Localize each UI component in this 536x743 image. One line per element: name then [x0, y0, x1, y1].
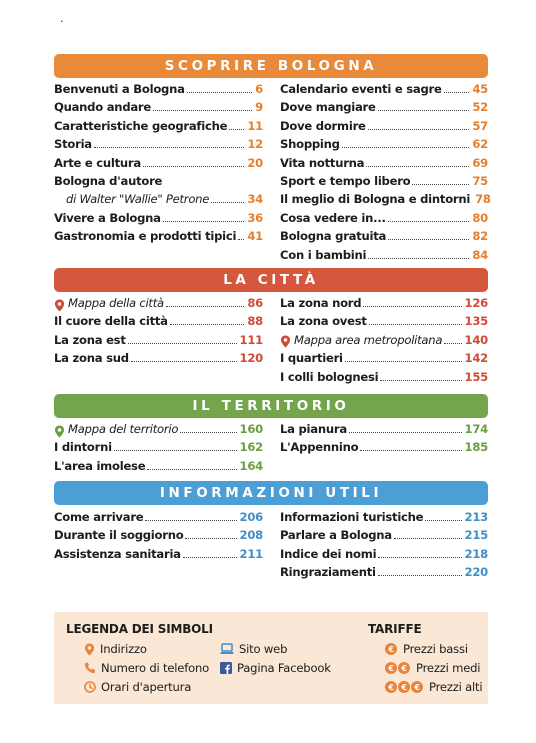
toc-column-citta-right: La zona nord 126 La zona ovest 135 Mappa a…	[280, 296, 488, 388]
toc-entry[interactable]: La zona ovest 135	[280, 314, 488, 329]
toc-column-informazioni-right: Informazioni turistiche 213 Parlare a Bol…	[280, 510, 488, 584]
map-pin-icon	[84, 643, 95, 655]
legend-item-website: Sito web	[220, 642, 287, 656]
toc-entry[interactable]: Benvenuti a Bologna 6	[54, 82, 263, 96]
toc-entry[interactable]: Durante il soggiorno 208	[54, 528, 263, 543]
toc-entry[interactable]: Assistenza sanitaria 211	[54, 546, 263, 561]
toc-entry[interactable]: Il cuore della città 88	[54, 314, 263, 329]
legend-title: LEGENDA DEI SIMBOLI	[66, 622, 213, 636]
euro-coin-icon: € € €	[385, 681, 424, 693]
section-header-territorio: IL TERRITORIO	[54, 394, 488, 418]
toc-entry[interactable]: Gastronomia e prodotti tipici 41	[54, 229, 263, 244]
toc-entry[interactable]: Sport e tempo libero 75	[280, 173, 488, 188]
toc-entry[interactable]: Arte e cultura 20	[54, 155, 263, 170]
legend-item-facebook: Pagina Facebook	[220, 661, 331, 675]
toc-entry[interactable]: Vita notturna 69	[280, 155, 488, 170]
tariffe-title: TARIFFE	[368, 622, 422, 636]
toc-entry[interactable]: I colli bolognesi 155	[280, 369, 488, 384]
toc-entry[interactable]: Parlare a Bologna 215	[280, 528, 488, 543]
toc-entry[interactable]: I dintorni 162	[54, 440, 263, 455]
toc-column-scoprire-left: Benvenuti a Bologna 6 Quando andare 9 Cara…	[54, 82, 263, 248]
toc-entry[interactable]: Con i bambini 84	[280, 247, 488, 262]
legend-item-address: Indirizzo	[84, 642, 147, 656]
toc-entry[interactable]: Dove mangiare 52	[280, 100, 488, 115]
section-header-scoprire: SCOPRIRE BOLOGNA	[54, 54, 488, 78]
toc-entry[interactable]: La zona sud 120	[54, 351, 263, 366]
tariffa-bassi: € Prezzi bassi	[385, 642, 468, 656]
legend-item-phone: Numero di telefono	[84, 661, 209, 675]
toc-column-scoprire-right: Calendario eventi e sagre 45 Dove mangiar…	[280, 82, 491, 266]
section-header-informazioni: INFORMAZIONI UTILI	[54, 481, 488, 505]
toc-entry[interactable]: La zona est 111	[54, 332, 263, 347]
tariffa-alti: € € € Prezzi alti	[385, 680, 483, 694]
toc-entry[interactable]: La pianura 174	[280, 422, 488, 436]
toc-entry[interactable]: I quartieri 142	[280, 351, 488, 366]
toc-entry-map[interactable]: Mappa area metropolitana 140	[280, 333, 488, 351]
toc-column-territorio-right: La pianura 174 L'Appennino 185	[280, 422, 488, 459]
toc-entry[interactable]: Bologna d'autore	[54, 173, 163, 188]
toc-entry[interactable]: La zona nord 126	[280, 296, 488, 310]
toc-entry[interactable]: Quando andare 9	[54, 100, 263, 115]
phone-icon	[84, 662, 95, 674]
toc-entry[interactable]: Il meglio di Bologna e dintorni 78	[280, 192, 491, 207]
toc-entry[interactable]: Dove dormire 57	[280, 118, 488, 133]
euro-coin-icon: € €	[385, 662, 411, 674]
facebook-icon	[220, 662, 232, 674]
toc-entry[interactable]: Shopping 62	[280, 137, 488, 152]
toc-entry[interactable]: Ringraziamenti 220	[280, 565, 488, 580]
toc-entry[interactable]: Calendario eventi e sagre 45	[280, 82, 488, 96]
toc-column-informazioni-left: Come arrivare 206 Durante il soggiorno 208…	[54, 510, 263, 565]
toc-entry[interactable]: Bologna gratuita 82	[280, 229, 488, 244]
toc-entry[interactable]: L'area imolese 164	[54, 458, 263, 473]
laptop-icon	[220, 643, 234, 654]
toc-entry[interactable]: Informazioni turistiche 213	[280, 510, 488, 524]
toc-entry[interactable]: Storia 12	[54, 137, 263, 152]
toc-column-citta-left: Mappa della città 86 Il cuore della città…	[54, 296, 263, 370]
tariffa-medi: € € Prezzi medi	[385, 661, 481, 675]
toc-entry[interactable]: Indice dei nomi 218	[280, 546, 488, 561]
toc-entry-map[interactable]: Mappa del territorio 160	[54, 422, 263, 440]
page-mark: .	[60, 12, 64, 25]
toc-entry[interactable]: Vivere a Bologna 36	[54, 210, 263, 225]
clock-icon	[84, 681, 96, 693]
toc-entry[interactable]: Cosa vedere in... 80	[280, 210, 488, 225]
section-header-citta: LA CITTÀ	[54, 268, 488, 292]
map-pin-icon	[280, 336, 291, 348]
toc-entry[interactable]: L'Appennino 185	[280, 440, 488, 455]
legend-box: LEGENDA DEI SIMBOLI Indirizzo Numero di …	[54, 612, 488, 704]
euro-coin-icon: €	[385, 643, 398, 655]
toc-entry[interactable]: Come arrivare 206	[54, 510, 263, 524]
legend-item-hours: Orari d'apertura	[84, 680, 191, 694]
map-pin-icon	[54, 299, 65, 312]
toc-entry-map[interactable]: Mappa della città 86	[54, 296, 263, 314]
toc-entry-author[interactable]: di Walter "Wallie" Petrone 34	[66, 192, 263, 207]
map-pin-icon	[54, 425, 65, 438]
toc-column-territorio-left: Mappa del territorio 160 I dintorni 162 L'…	[54, 422, 263, 477]
toc-entry[interactable]: Caratteristiche geografiche 11	[54, 118, 263, 133]
